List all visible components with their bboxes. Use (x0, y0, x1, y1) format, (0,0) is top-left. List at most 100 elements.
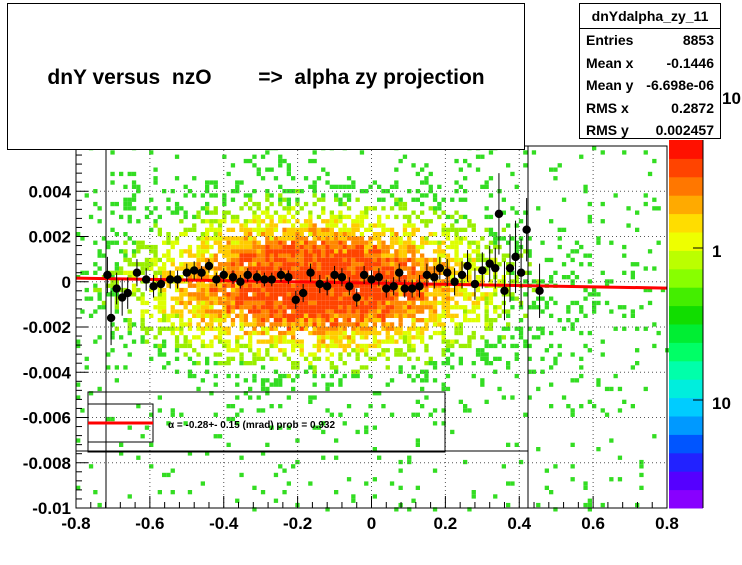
heat-cell (226, 266, 231, 271)
heat-cell (359, 313, 365, 318)
heat-cell (368, 318, 373, 323)
heat-cell (248, 283, 253, 288)
heat-cell (411, 326, 416, 331)
heat-cell (269, 232, 274, 237)
heat-cell (372, 236, 377, 241)
heat-cell (329, 412, 334, 417)
heat-cell (170, 270, 175, 275)
heat-cell (260, 339, 266, 344)
heat-cell (235, 266, 240, 271)
heat-cell (458, 343, 463, 349)
heat-cell (432, 279, 438, 284)
heat-cell (321, 270, 326, 275)
heat-cell (230, 296, 236, 301)
heat-cell (351, 184, 356, 189)
heat-cell (338, 214, 343, 220)
heat-cell (493, 343, 498, 349)
heat-cell (213, 253, 218, 258)
heat-cell (359, 292, 365, 297)
stats-label: Mean y (586, 77, 634, 93)
fit-outline-lines (76, 146, 529, 508)
heat-cell (205, 244, 210, 250)
heat-cell (626, 206, 631, 211)
heat-cell (325, 386, 330, 392)
heat-cell (329, 266, 334, 271)
heat-cell (162, 318, 167, 323)
heat-cell (303, 369, 309, 374)
heat-cell (308, 395, 313, 400)
heat-cell (230, 292, 236, 297)
point-marker (236, 277, 245, 286)
heat-cell (209, 283, 214, 288)
heat-cell (510, 171, 515, 177)
heat-cell (299, 275, 304, 280)
heat-cell (334, 197, 339, 202)
heat-cell (192, 348, 197, 353)
heat-cell (295, 210, 300, 215)
heat-cell (174, 326, 180, 331)
heat-cell (368, 249, 373, 254)
heat-cell (252, 210, 257, 215)
heat-cell (110, 275, 115, 280)
heat-cell (536, 326, 541, 331)
heat-cell (381, 197, 386, 202)
heat-cell (424, 223, 429, 228)
point-marker (337, 273, 347, 282)
heat-cell (389, 313, 395, 318)
heat-cell (463, 197, 468, 202)
heat-cell (411, 348, 416, 353)
heat-cell (368, 296, 373, 301)
heat-cell (286, 262, 291, 267)
heat-cell (359, 150, 365, 155)
heat-cell (587, 330, 592, 336)
heat-cell (411, 275, 416, 280)
heat-cell (480, 296, 485, 301)
heat-cell (432, 507, 438, 512)
heat-cell (377, 219, 382, 224)
heat-cell (351, 498, 356, 503)
heat-cell (484, 227, 489, 232)
heat-cell (566, 305, 571, 310)
point-marker (500, 286, 509, 295)
heat-cell (196, 305, 201, 310)
heat-cell (226, 309, 231, 314)
heat-cell (299, 326, 304, 331)
heat-cell (303, 253, 309, 258)
heat-cell (411, 227, 416, 232)
heat-cell (127, 270, 132, 275)
heat-cell (243, 158, 248, 164)
heat-cell (381, 266, 386, 271)
heat-cell (239, 309, 244, 314)
heat-cell (291, 361, 296, 366)
heat-cell (303, 296, 309, 301)
heat-cell (243, 330, 248, 336)
heat-cell (256, 309, 261, 314)
heat-cell (209, 305, 214, 310)
heat-cell (265, 253, 270, 258)
heat-cell (394, 305, 399, 310)
heat-cell (114, 266, 119, 271)
heat-cell (351, 287, 356, 293)
heat-cell (269, 244, 274, 250)
heat-cell (497, 244, 502, 250)
heat-cell (441, 240, 446, 245)
heat-cell (286, 232, 291, 237)
x-tick-label: -0.4 (209, 514, 239, 533)
heat-cell (192, 223, 197, 228)
data-point (505, 234, 515, 303)
heat-cell (368, 292, 373, 297)
heat-cell (359, 214, 365, 220)
heat-cell (316, 253, 322, 258)
heat-cell (364, 189, 369, 194)
heat-cell (450, 197, 455, 202)
heat-cell (260, 244, 266, 250)
heat-cell (312, 373, 317, 379)
heat-cell (273, 322, 279, 327)
heat-cell (355, 227, 360, 232)
heat-cell (179, 287, 184, 293)
heat-cell (467, 219, 472, 224)
heat-cell (252, 485, 257, 490)
point-marker (463, 261, 472, 271)
heat-cell (415, 189, 420, 194)
heat-cell (256, 283, 261, 288)
